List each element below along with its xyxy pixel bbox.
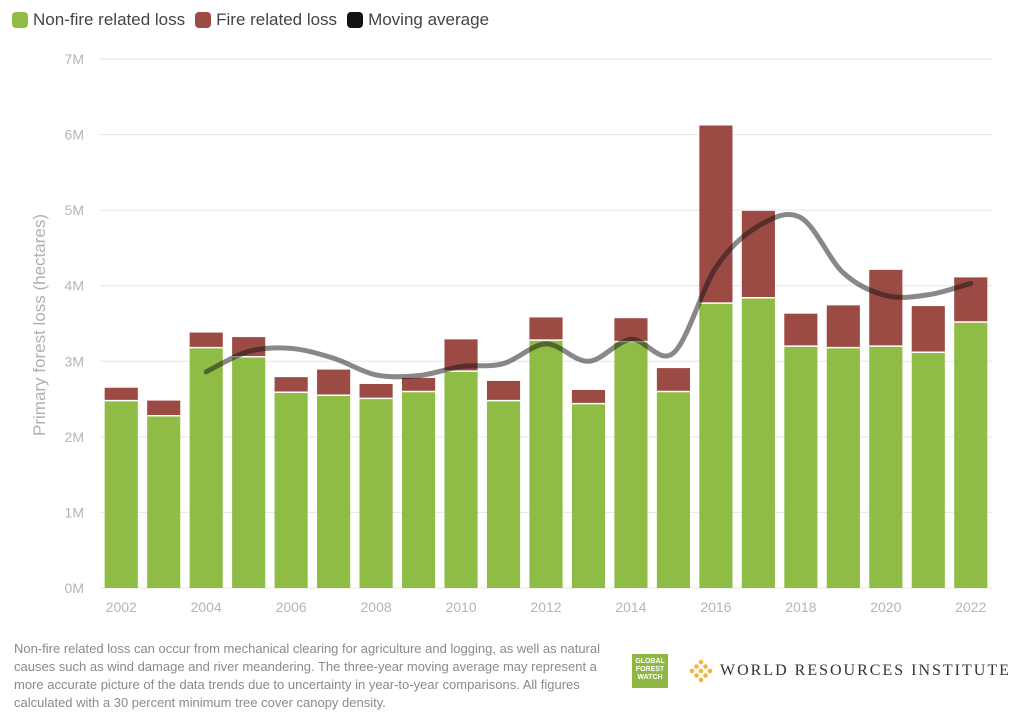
legend-item-fire[interactable]: Fire related loss — [195, 10, 337, 30]
legend-swatch-moving-average — [347, 12, 364, 28]
y-tick-label: 5M — [65, 202, 84, 218]
bar-non-fire-2016[interactable] — [699, 303, 733, 588]
bar-fire-2003[interactable] — [147, 400, 181, 416]
bar-fire-2006[interactable] — [274, 377, 308, 393]
y-tick-label: 6M — [65, 127, 84, 143]
x-tick-label: 2020 — [870, 599, 901, 615]
bar-non-fire-2021[interactable] — [911, 352, 945, 588]
bar-non-fire-2010[interactable] — [444, 371, 478, 588]
bar-non-fire-2008[interactable] — [359, 398, 393, 588]
y-axis-label: Primary forest loss (hectares) — [30, 214, 49, 436]
y-tick-label: 1M — [65, 504, 84, 520]
gfw-logo-line: GLOBAL — [635, 658, 665, 665]
bar-non-fire-2003[interactable] — [147, 415, 181, 588]
legend-label-non-fire: Non-fire related loss — [33, 10, 186, 29]
legend-swatch-fire — [195, 12, 212, 28]
x-tick-label: 2008 — [361, 599, 392, 615]
bar-non-fire-2017[interactable] — [741, 297, 775, 588]
y-axis-ticks: 0M 1M 2M 3M 4M 5M 6M 7M — [65, 51, 84, 596]
y-tick-label: 7M — [65, 51, 84, 67]
bar-fire-2012[interactable] — [529, 317, 563, 341]
bar-fire-2004[interactable] — [189, 332, 223, 348]
x-tick-label: 2014 — [615, 599, 646, 615]
footnote: Non-fire related loss can occur from mec… — [14, 641, 601, 710]
legend-item-moving-average[interactable]: Moving average — [347, 10, 489, 30]
bar-fire-2008[interactable] — [359, 383, 393, 399]
bar-fire-2011[interactable] — [486, 380, 521, 401]
x-tick-label: 2002 — [106, 599, 137, 615]
x-tick-label: 2006 — [276, 599, 307, 615]
bar-non-fire-2009[interactable] — [402, 391, 436, 588]
bar-fire-2018[interactable] — [784, 313, 818, 347]
y-tick-label: 2M — [65, 429, 84, 445]
wri-name: WORLD RESOURCES INSTITUTE — [720, 662, 1011, 679]
x-tick-label: 2018 — [785, 599, 816, 615]
bar-fire-2015[interactable] — [656, 368, 690, 392]
bar-fire-2021[interactable] — [911, 306, 945, 353]
bar-fire-2013[interactable] — [571, 390, 606, 404]
moving-average-line-group — [203, 212, 974, 380]
bar-non-fire-2019[interactable] — [826, 347, 860, 588]
bar-non-fire-2022[interactable] — [954, 321, 988, 588]
bar-fire-2002[interactable] — [104, 387, 138, 401]
legend-label-moving-average: Moving average — [368, 10, 490, 29]
x-tick-label: 2016 — [700, 599, 731, 615]
wri-emblem-icon — [689, 659, 713, 683]
y-tick-label: 3M — [65, 353, 84, 369]
gfw-logo-line: FOREST — [635, 666, 665, 673]
bar-non-fire-2005[interactable] — [232, 356, 266, 588]
bar-non-fire-2006[interactable] — [274, 392, 308, 588]
bar-non-fire-2011[interactable] — [486, 400, 521, 588]
chart-legend: Non-fire related loss Fire related loss … — [12, 10, 489, 30]
bar-non-fire-2012[interactable] — [529, 340, 563, 588]
bar-non-fire-2018[interactable] — [784, 346, 818, 588]
bar-non-fire-2004[interactable] — [189, 347, 223, 588]
bar-fire-2019[interactable] — [826, 305, 860, 348]
legend-label-fire: Fire related loss — [216, 10, 338, 29]
bar-non-fire-2020[interactable] — [869, 346, 903, 588]
wri-logo: WORLD RESOURCES INSTITUTE — [688, 658, 1011, 684]
legend-item-non-fire[interactable]: Non-fire related loss — [12, 10, 185, 30]
bar-non-fire-2013[interactable] — [571, 403, 606, 588]
x-tick-label: 2004 — [191, 599, 222, 615]
bar-fire-2020[interactable] — [869, 269, 903, 347]
moving-average-line[interactable] — [203, 212, 974, 380]
x-tick-label: 2012 — [530, 599, 561, 615]
x-axis-ticks: 2002 2004 2006 2008 2010 2012 2014 2016 2018 2020… — [106, 599, 987, 615]
x-tick-label: 2022 — [955, 599, 986, 615]
bar-fire-2009[interactable] — [402, 377, 436, 392]
y-tick-label: 4M — [65, 278, 84, 294]
x-tick-label: 2010 — [445, 599, 476, 615]
bar-fire-2014[interactable] — [614, 318, 648, 342]
y-tick-label: 0M — [65, 580, 84, 596]
bar-fire-2016[interactable] — [699, 125, 733, 304]
bar-non-fire-2007[interactable] — [317, 395, 351, 588]
bar-non-fire-2014[interactable] — [614, 341, 648, 588]
gfw-logo-line: WATCH — [637, 674, 663, 681]
bar-fire-2007[interactable] — [317, 369, 351, 396]
global-forest-watch-logo: GLOBAL FOREST WATCH — [632, 654, 668, 688]
legend-swatch-non-fire — [12, 12, 28, 28]
bar-non-fire-2002[interactable] — [104, 400, 138, 588]
bar-non-fire-2015[interactable] — [656, 391, 690, 588]
bars — [104, 125, 988, 588]
